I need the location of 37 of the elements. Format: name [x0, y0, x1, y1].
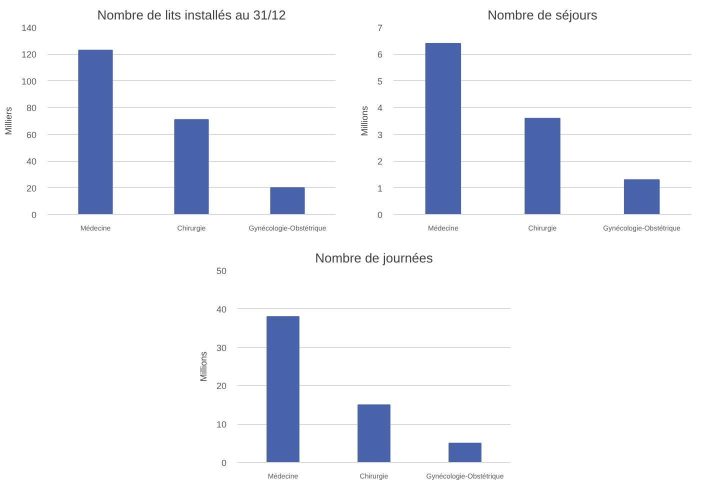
y-tick-label: 0 — [377, 210, 383, 220]
y-tick-label: 30 — [216, 342, 227, 353]
y-tick-label: 20 — [26, 183, 37, 194]
y-tick-label: 0 — [221, 458, 227, 468]
y-tick-label: 3 — [377, 130, 383, 140]
bar — [425, 43, 462, 214]
y-tick-label: 40 — [216, 304, 227, 314]
y-axis-title: Millions — [198, 350, 208, 382]
y-tick-label: 1 — [377, 183, 383, 194]
y-tick-label: 60 — [26, 130, 37, 140]
y-axis-title: Millions — [359, 105, 370, 136]
y-tick-label: 100 — [21, 76, 37, 86]
chart-title: Nombre de journées — [315, 250, 434, 266]
bar — [270, 187, 305, 214]
y-tick-label: 4 — [377, 103, 383, 114]
y-tick-label: 40 — [26, 156, 37, 167]
bar — [524, 118, 560, 214]
bar — [174, 119, 209, 214]
y-tick-label: 5 — [377, 76, 383, 86]
bar — [448, 442, 482, 462]
y-tick-label: 2 — [377, 156, 383, 167]
y-tick-label: 80 — [26, 103, 37, 114]
bar — [624, 179, 660, 214]
chart-title: Nombre de lits installés au 31/12 — [97, 8, 286, 22]
y-tick-label: 10 — [216, 420, 227, 430]
y-tick-label: 120 — [21, 50, 37, 60]
y-tick-label: 20 — [216, 381, 227, 392]
bar — [266, 316, 300, 462]
y-tick-label: 50 — [216, 266, 227, 276]
y-tick-label: 0 — [31, 210, 37, 220]
y-tick-label: 140 — [21, 23, 37, 33]
y-tick-label: 6 — [377, 50, 383, 60]
y-tick-label: 7 — [377, 23, 383, 33]
chart-title: Nombre de séjours — [488, 8, 598, 22]
bar — [78, 50, 113, 214]
bar — [358, 404, 390, 462]
y-axis-title: Milliers — [3, 106, 14, 135]
